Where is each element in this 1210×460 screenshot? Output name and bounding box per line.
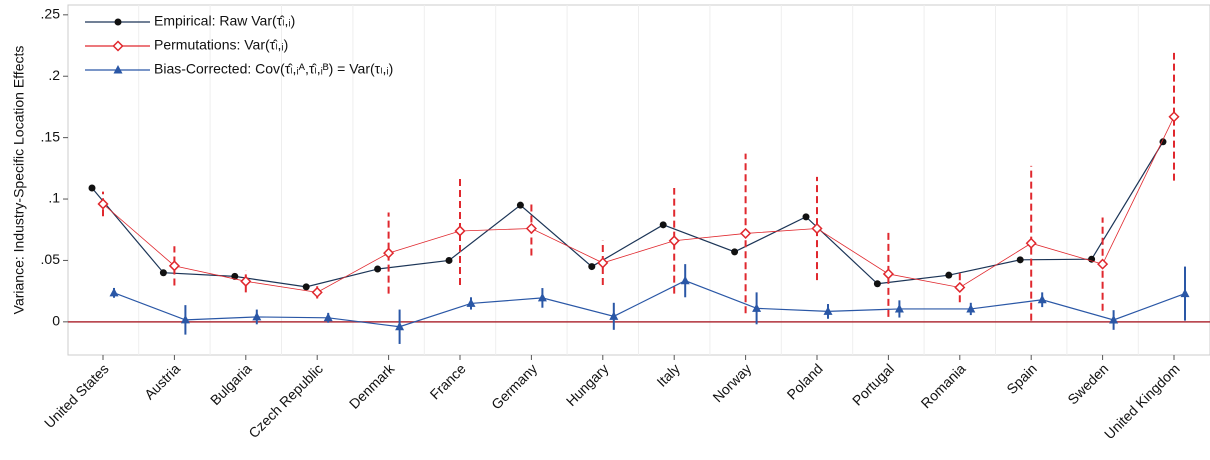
x-tick-label: Czech Republic [245, 360, 326, 441]
point [1016, 256, 1024, 264]
x-tick-label: Sweden [1064, 360, 1111, 407]
point [966, 303, 976, 313]
x-tick-label: Austria [141, 360, 183, 402]
y-tick-label: .1 [48, 190, 60, 206]
point [1168, 111, 1180, 123]
point [454, 225, 466, 237]
legend-label: Permutations: Var(τ̂ₗ,ᵢ) [154, 37, 288, 53]
series-line [113, 280, 1186, 328]
x-tick-label: Denmark [346, 360, 398, 412]
point [802, 213, 810, 221]
point [1025, 237, 1037, 249]
point [597, 257, 609, 269]
y-tick-label: .25 [41, 6, 61, 22]
point [588, 263, 596, 271]
point [240, 275, 252, 287]
point [374, 265, 382, 273]
series-line [102, 116, 1175, 293]
legend-marker [113, 65, 123, 74]
point [395, 321, 405, 331]
point [609, 311, 619, 320]
point [537, 292, 547, 302]
x-tick-label: United States [41, 360, 112, 431]
x-tick-label: Bulgaria [207, 360, 255, 408]
x-tick-label: Italy [653, 360, 682, 389]
point [159, 269, 167, 277]
point [180, 314, 190, 324]
point [823, 306, 833, 315]
point [1180, 288, 1190, 298]
point [445, 256, 453, 264]
point [383, 247, 395, 259]
y-tick-label: .15 [41, 128, 61, 144]
point [1088, 255, 1096, 263]
x-tick-label: Poland [784, 360, 826, 402]
legend-marker [112, 40, 124, 52]
point [302, 283, 310, 291]
y-tick-label: 0 [52, 313, 60, 329]
point [1097, 258, 1109, 270]
legend-label: Empirical: Raw Var(τ̂ₗ,ᵢ) [154, 13, 295, 29]
point [525, 222, 537, 235]
y-tick-label: .05 [41, 251, 61, 267]
x-tick-label: Norway [709, 360, 754, 405]
point [811, 222, 823, 235]
x-tick-label: Hungary [563, 360, 612, 409]
point [466, 298, 476, 307]
point [1109, 315, 1119, 324]
point [894, 303, 904, 313]
y-axis-title: Variance: Industry-Specific Location Eff… [11, 46, 27, 315]
x-tick-label: United Kingdom [1101, 360, 1183, 442]
x-tick-label: Portugal [849, 360, 897, 408]
point [954, 281, 966, 294]
series-line [91, 141, 1164, 288]
point [882, 268, 894, 280]
point [88, 184, 96, 192]
x-tick-label: Germany [488, 360, 540, 412]
point [873, 280, 881, 288]
point [659, 221, 667, 229]
point [252, 311, 262, 321]
legend-label: Bias-Corrected: Cov(τ̂ₗ,ᵢᴬ,τ̂ₗ,ᵢᴮ) = Var… [154, 61, 393, 77]
point [752, 303, 762, 312]
point [168, 260, 180, 272]
x-tick-label: France [427, 360, 469, 402]
point [1037, 294, 1047, 304]
point [668, 235, 680, 247]
point [731, 248, 739, 256]
point [945, 271, 953, 279]
point [323, 312, 333, 322]
y-tick-label: .2 [48, 67, 60, 83]
point [680, 275, 690, 285]
point [740, 227, 752, 239]
point [516, 201, 524, 209]
legend-marker [114, 18, 122, 26]
x-tick-label: Spain [1003, 360, 1040, 397]
point [97, 198, 109, 210]
point [311, 286, 323, 298]
x-tick-label: Romania [918, 360, 969, 411]
point [109, 287, 119, 297]
